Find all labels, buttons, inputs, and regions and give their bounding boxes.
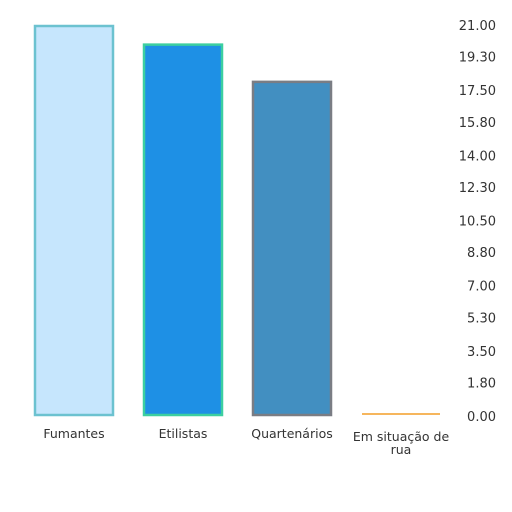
x-category-label: Quartenários	[251, 426, 333, 441]
y-tick-label: 3.50	[467, 345, 496, 360]
bar-em-situa-o-de-rua	[362, 413, 440, 415]
y-tick-label: 21.00	[459, 19, 496, 34]
x-category-label: Fumantes	[43, 426, 104, 441]
y-tick-label: 19.30	[459, 51, 496, 66]
y-tick-label: 7.00	[467, 280, 496, 295]
x-category-label-line: rua	[391, 442, 412, 457]
bar-quarten-rios	[251, 80, 333, 417]
y-tick-label: 17.50	[459, 84, 496, 99]
y-tick-label: 15.80	[459, 116, 496, 131]
y-tick-label: 14.00	[459, 149, 496, 164]
x-category-label: Em situação de rua	[353, 429, 450, 457]
y-tick-label: 5.30	[467, 311, 496, 326]
x-category-label-line: Quartenários	[251, 426, 333, 441]
bars-layer	[33, 24, 440, 417]
x-category-label: Etilistas	[159, 426, 208, 441]
bar-fumantes	[33, 24, 115, 417]
x-category-label-line: Em situação de	[353, 429, 450, 444]
y-tick-label: 0.00	[467, 410, 496, 425]
x-category-label-line: Etilistas	[159, 426, 208, 441]
y-tick-label: 10.50	[459, 215, 496, 230]
bar-etilistas	[142, 43, 224, 417]
y-axis-ticks: 0.00 1.80 3.50 5.30 7.00 8.80 10.50 12.30 14.00 1…	[459, 19, 496, 425]
y-tick-label: 8.80	[467, 246, 496, 261]
x-axis-labels: Fumantes Etilistas Quartenários Em situação…	[43, 426, 449, 457]
y-tick-label: 1.80	[467, 376, 496, 391]
y-tick-label: 12.30	[459, 181, 496, 196]
x-category-label-line: Fumantes	[43, 426, 104, 441]
